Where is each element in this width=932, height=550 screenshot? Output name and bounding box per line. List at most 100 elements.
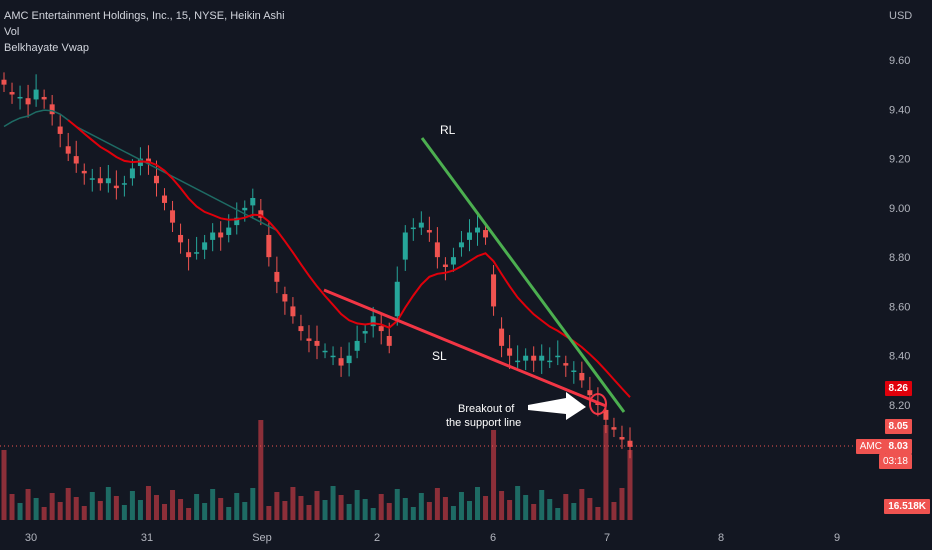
candle-body [434,242,440,258]
volume-bar [242,502,248,520]
volume-bar [266,506,272,520]
candle-body [218,232,224,238]
volume-bar [547,499,553,520]
resistance-line[interactable] [420,137,626,413]
candle-body [563,363,569,366]
breakout-label-line1: Breakout of [458,403,515,415]
candle-body [330,355,336,358]
candle-body [547,360,553,363]
candle-body [65,146,71,154]
price-tick-label: 8.20 [889,400,910,412]
price-tick-label: 9.60 [889,55,910,67]
candle-body [571,370,577,372]
candle-body [113,185,119,189]
time-tick-label: 7 [604,532,610,544]
candle-body [314,340,320,346]
candle-body [442,264,448,267]
volume-bar [41,507,47,520]
candle-body [162,195,168,203]
volume-bar [57,502,63,520]
volume-bar [595,507,601,520]
candle-body [611,427,617,430]
candle-body [410,227,416,230]
volume-bar [298,496,304,520]
volume-bar [434,488,440,520]
volume-bar [97,501,103,520]
time-tick-label: 30 [25,532,37,544]
volume-bar [507,500,513,520]
volume-bar [555,508,561,520]
volume-bar [137,500,143,520]
price-tick-label: 9.20 [889,154,910,166]
breakout-label-line2: the support line [446,417,521,429]
volume-bar [378,494,384,520]
candle-body [234,217,240,226]
breakout-marker [589,393,607,415]
volume-bar [290,487,296,520]
candle-body [97,178,103,184]
currency-label: USD [889,10,912,22]
volume-bar [210,489,216,520]
legend-vol: Vol [4,26,20,38]
legend-vwap: Belkhayate Vwap [4,42,89,54]
candle-body [210,232,216,240]
volume-bar [587,498,593,520]
volume-bar [9,494,15,520]
volume-bar [282,501,288,520]
candle-body [258,210,264,218]
candle-body [274,271,280,282]
volume-bar [322,500,328,520]
volume-bar [33,498,39,520]
volume-bar [418,493,424,520]
candle-body [466,232,472,240]
volume-bar [370,508,376,520]
volume-bar [1,450,7,520]
volume-bar [515,486,521,520]
candle-body [507,348,513,356]
volume-bar [338,495,344,520]
candle-body [499,328,505,346]
time-axis[interactable]: 30 31 Sep 2 6 7 8 9 [25,532,840,544]
volume-bar [129,491,135,520]
candle-body [49,104,55,115]
candle-body [579,372,585,381]
candle-body [226,227,232,235]
volume-bar [234,493,240,520]
candle-body [298,326,304,332]
candle-body [178,234,184,243]
heikin-ashi-candles [1,72,633,459]
volume-bar [330,486,336,520]
volume-bar [306,505,312,520]
volume-bar [250,488,256,520]
candle-body [627,440,633,447]
rl-label: RL [440,123,456,137]
volume-bar [105,487,111,520]
candle-body [17,96,23,99]
price-tick-label: 8.80 [889,252,910,264]
price-axis[interactable]: 9.60 9.40 9.20 9.00 8.80 8.60 8.40 8.20 [889,55,910,412]
volume-bar [25,489,31,520]
volume-bar [499,491,505,520]
candle-body [242,207,248,211]
candle-body [483,230,489,238]
volume-bar [603,425,609,520]
volume-bar [491,430,497,520]
volume-bar [178,499,184,520]
support-line[interactable] [323,288,607,408]
candle-body [370,316,376,327]
candle-body [41,96,47,100]
volume-bar [611,502,617,520]
candle-body [89,178,95,180]
candle-body [539,355,545,361]
candle-body [555,355,561,358]
volume-bar [81,506,87,520]
candle-body [402,232,408,260]
time-tick-label: 8 [718,532,724,544]
price-tick-label: 9.00 [889,203,910,215]
candle-body [475,227,481,233]
candle-body [346,355,352,364]
candle-body [394,281,400,317]
candle-body [603,409,609,420]
candle-body [9,92,15,95]
